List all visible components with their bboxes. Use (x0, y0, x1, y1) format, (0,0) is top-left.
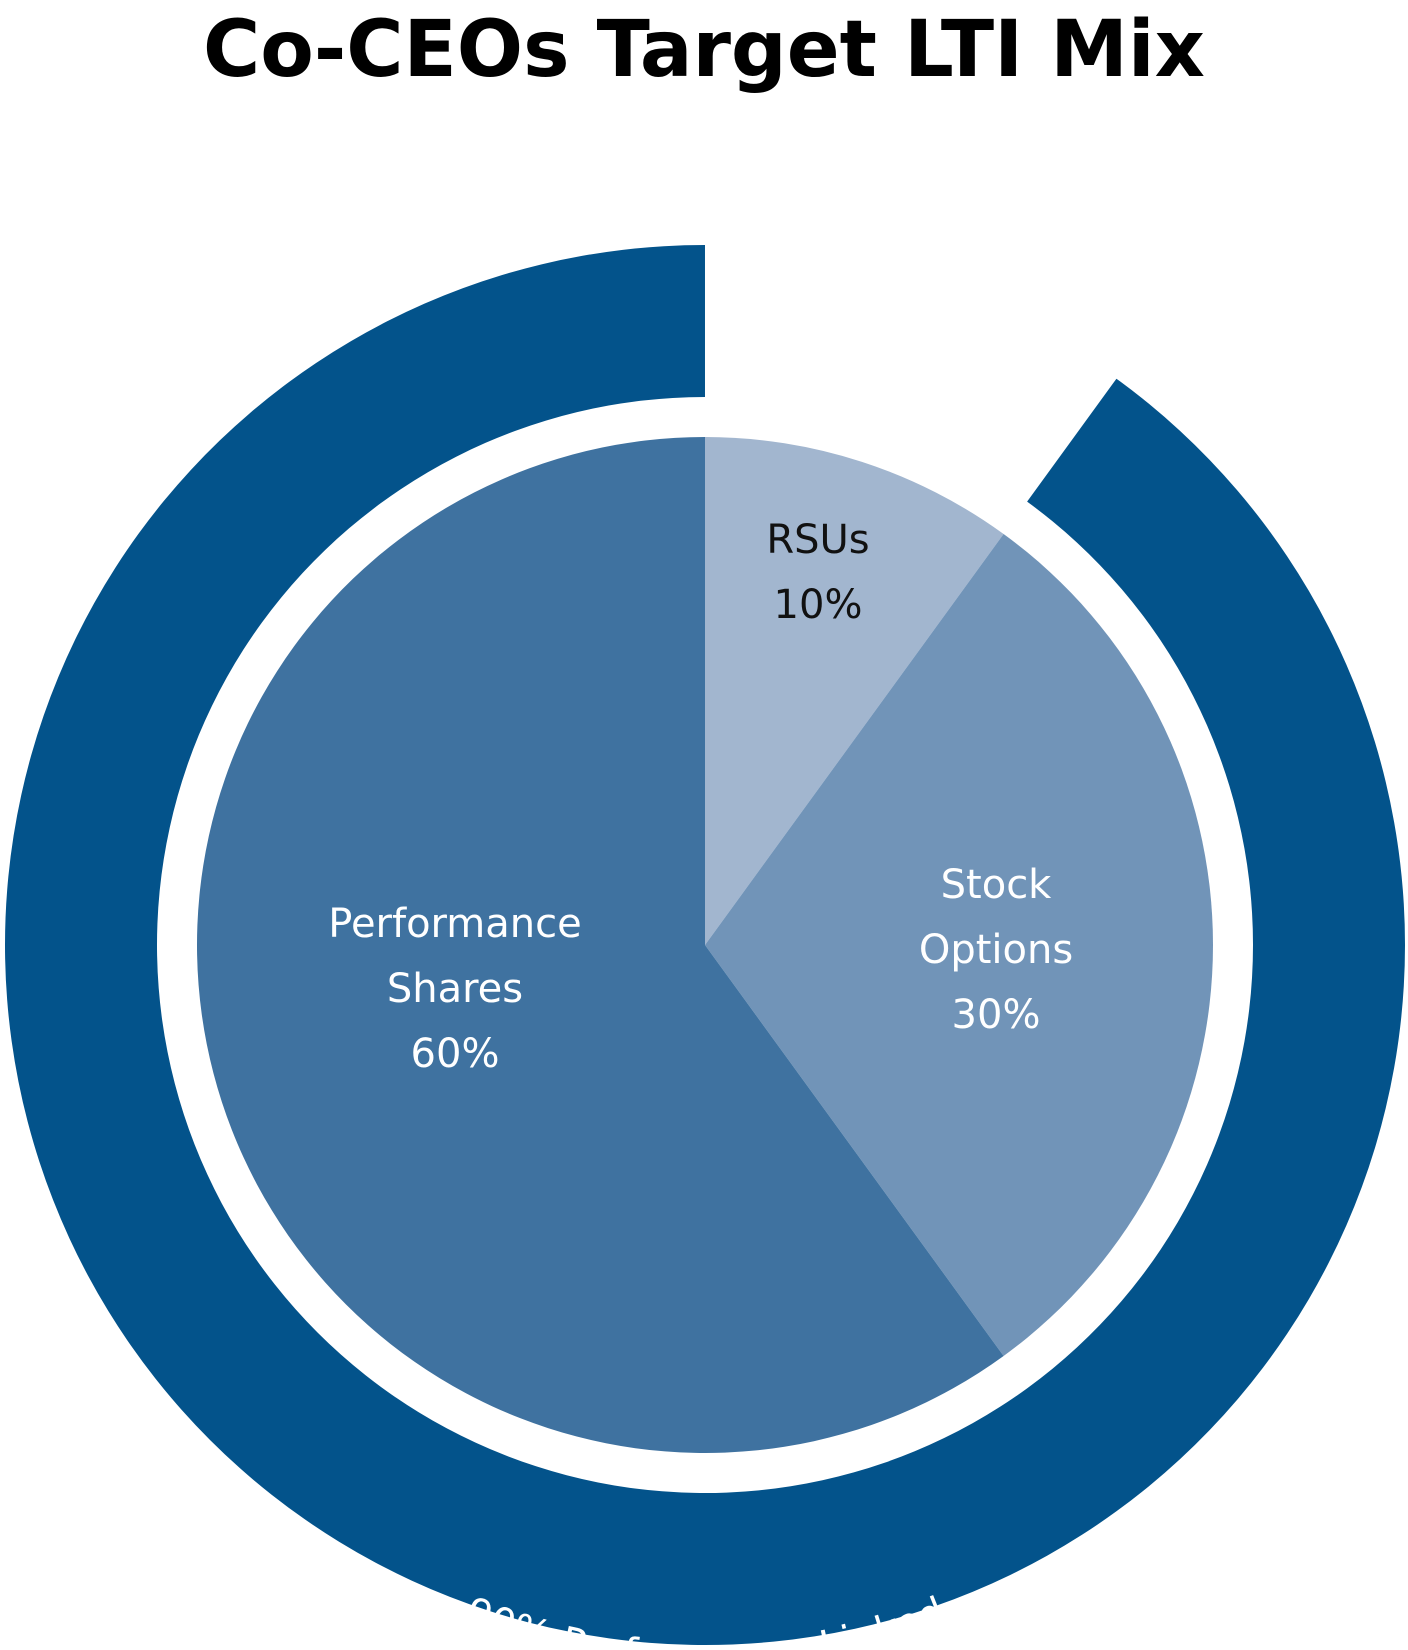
options-label-line1: Stock (941, 862, 1053, 908)
options-label-line2: Options (919, 927, 1073, 973)
perf-label-line2: Shares (387, 966, 523, 1012)
rsus-label: RSUs (766, 517, 869, 563)
options-value: 30% (952, 992, 1041, 1038)
slice-stock-options (705, 534, 1213, 1356)
rsus-value: 10% (774, 582, 863, 628)
perf-label-line1: Performance (328, 901, 581, 947)
perf-value: 60% (411, 1031, 500, 1077)
slice-rsus (705, 437, 1004, 945)
chart-title: Co-CEOs Target LTI Mix (203, 5, 1205, 95)
slice-performance-shares (196, 437, 1004, 1453)
